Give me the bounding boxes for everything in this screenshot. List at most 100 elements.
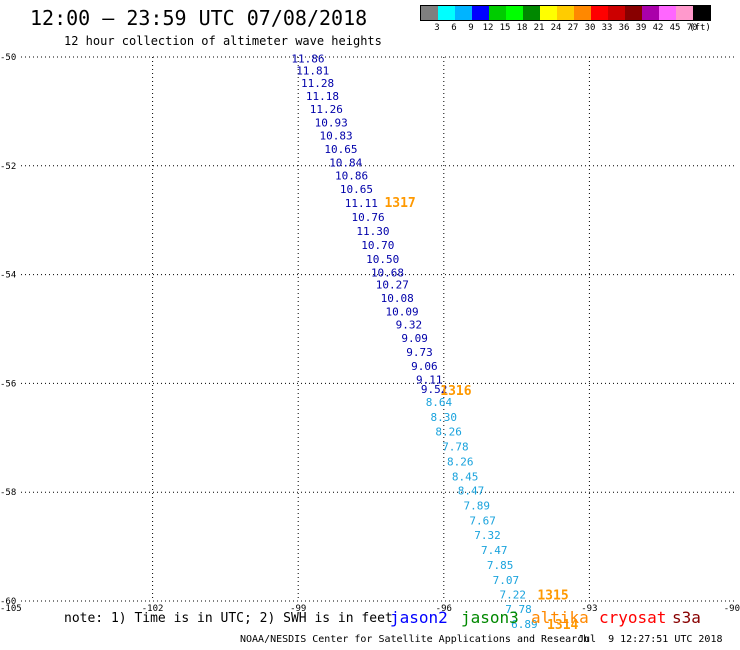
wave-height-label: 7.22 [499, 588, 526, 601]
wave-height-label: 10.70 [361, 239, 394, 252]
satellite-legend-jason3: jason3 [461, 608, 519, 627]
wave-height-label: 9.32 [396, 319, 423, 332]
wave-height-label: 11.26 [310, 103, 343, 116]
wave-height-label: 7.78 [442, 441, 469, 454]
wave-height-label: 8.47 [458, 485, 485, 498]
wave-height-label: 10.65 [324, 143, 357, 156]
wave-height-label: 10.08 [381, 292, 414, 305]
color-scale-legend: 3 6 9 12 15 18 21 24 27 30 33 36 39 42 45 70 (ft) [420, 5, 711, 35]
y-tick-label: -52 [0, 162, 16, 172]
color-scale-label: (ft) [689, 23, 711, 33]
satellite-legend-jason2: jason2 [390, 608, 448, 627]
color-scale-labels: 3 6 9 12 15 18 21 24 27 30 33 36 39 42 45 70 (ft) [420, 21, 711, 35]
wave-height-label: 10.09 [385, 306, 418, 319]
color-swatch [693, 6, 710, 20]
wave-height-label: 7.32 [474, 529, 501, 542]
wave-height-label: 8.30 [431, 411, 458, 424]
color-swatch [574, 6, 591, 20]
wave-height-label: 7.67 [469, 514, 496, 527]
color-scale-label: 3 [434, 23, 440, 33]
color-swatch [506, 6, 523, 20]
color-scale-label: 36 [618, 23, 630, 33]
wave-height-label: 10.84 [329, 157, 362, 170]
pass-number-label: 1317 [384, 196, 415, 211]
color-swatch [676, 6, 693, 20]
wave-height-label: 8.64 [426, 396, 453, 409]
color-swatch [642, 6, 659, 20]
wave-height-label: 10.27 [376, 278, 409, 291]
wave-height-label: 7.85 [487, 559, 514, 572]
wave-height-label: 7.89 [464, 499, 491, 512]
wave-height-label: 10.50 [366, 253, 399, 266]
wave-height-label: 10.76 [352, 211, 385, 224]
wave-height-label: 11.86 [291, 53, 324, 66]
color-swatch [540, 6, 557, 20]
color-swatch [625, 6, 642, 20]
credit-text: NOAA/NESDIS Center for Satellite Applica… [240, 634, 590, 645]
color-scale-label: 21 [533, 23, 545, 33]
color-swatch [557, 6, 574, 20]
x-tick-label: -102 [142, 604, 164, 614]
color-scale-swatches [420, 5, 711, 21]
wave-height-label: 8.45 [452, 470, 479, 483]
color-scale-label: 45 [669, 23, 681, 33]
wave-height-label: 11.11 [345, 197, 378, 210]
wave-height-label: 9.11 [416, 374, 443, 387]
color-scale-label: 18 [516, 23, 528, 33]
color-scale-label: 30 [584, 23, 596, 33]
wave-height-label: 7.47 [481, 544, 508, 557]
wave-height-label: 11.28 [301, 77, 334, 90]
color-scale-label: 39 [635, 23, 647, 33]
wave-height-label: 9.73 [406, 346, 433, 359]
wave-height-label: 7.78 [505, 603, 532, 616]
wave-height-label: 6.89 [511, 618, 538, 631]
color-swatch [472, 6, 489, 20]
x-tick-label: -93 [581, 604, 597, 614]
footer-note: note: 1) Time is in UTC; 2) SWH is in fe… [64, 611, 393, 626]
wave-height-label: 11.30 [356, 225, 389, 238]
satellite-legend-cryosat: cryosat [599, 608, 667, 627]
pass-number-label: 1314 [547, 618, 578, 633]
wave-height-label: 7.07 [493, 574, 520, 587]
wave-height-label: 11.18 [306, 90, 339, 103]
timestamp-text: Jul 9 12:27:51 UTC 2018 [578, 634, 723, 645]
color-swatch [438, 6, 455, 20]
x-tick-label: -90 [724, 604, 740, 614]
wave-height-label: 10.83 [319, 129, 352, 142]
wave-height-label: 9.06 [411, 360, 438, 373]
y-tick-label: -58 [0, 488, 16, 498]
color-swatch [455, 6, 472, 20]
satellite-legend-altika: altika [531, 608, 589, 627]
x-tick-label: -105 [0, 604, 22, 614]
color-scale-label: 27 [567, 23, 579, 33]
color-scale-label: 70 [686, 23, 698, 33]
pass-number-label: 1316 [440, 384, 471, 399]
color-scale-label: 6 [451, 23, 457, 33]
color-swatch [591, 6, 608, 20]
color-scale-label: 12 [482, 23, 494, 33]
wave-height-label: 10.86 [335, 170, 368, 183]
color-swatch [523, 6, 540, 20]
pass-number-label: 1315 [537, 588, 568, 603]
wave-height-label: 9.09 [401, 332, 428, 345]
wave-height-label: 8.26 [447, 456, 474, 469]
color-scale-label: 9 [468, 23, 474, 33]
x-tick-label: -96 [436, 604, 452, 614]
color-swatch [489, 6, 506, 20]
wave-height-label: 11.81 [296, 65, 329, 78]
satellite-legend-s3a: s3a [672, 608, 701, 627]
wave-height-label: 8.26 [435, 425, 462, 438]
page-title: 12:00 – 23:59 UTC 07/08/2018 [30, 6, 368, 30]
color-swatch [608, 6, 625, 20]
y-tick-label: -50 [0, 53, 16, 63]
wave-height-label: 10.93 [315, 116, 348, 129]
wave-height-label: 10.68 [371, 266, 404, 279]
page-subtitle: 12 hour collection of altimeter wave hei… [64, 34, 382, 48]
y-tick-label: -56 [0, 379, 16, 389]
color-scale-label: 15 [499, 23, 511, 33]
color-scale-label: 42 [652, 23, 664, 33]
y-tick-label: -60 [0, 597, 16, 607]
color-swatch [421, 6, 438, 20]
x-tick-label: -99 [290, 604, 306, 614]
